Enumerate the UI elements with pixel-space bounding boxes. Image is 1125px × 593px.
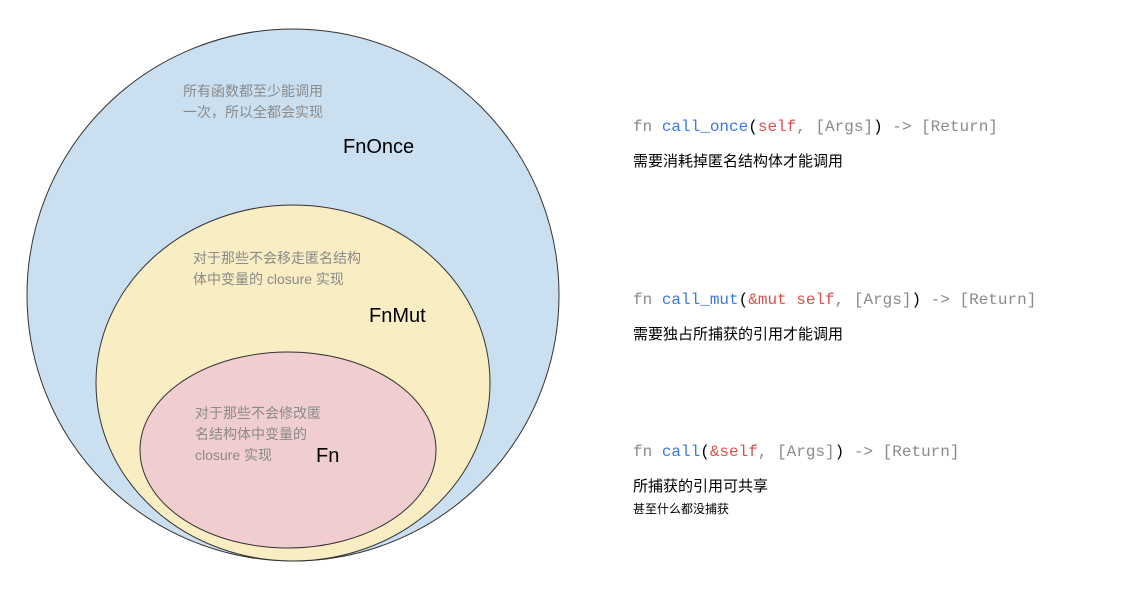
fnmut-signature-block: fn call_mut(&mut self, [Args]) -> [Retur… [633,291,1113,344]
fn-desc: 对于那些不会修改匿名结构体中变量的 closure 实现 [195,403,325,466]
fn-name: call [662,443,700,461]
fn-name: call_once [662,118,748,136]
signatures-panel: fn call_once(self, [Args]) -> [Return] 需… [633,0,1113,588]
kw: fn [633,291,662,309]
fnmut-desc: 对于那些不会移走匿名结构体中变量的 closure 实现 [193,248,368,290]
arrow: -> [921,291,959,309]
fn-sub-caption: 甚至什么都没捕获 [633,500,1113,517]
arrow: -> [883,118,921,136]
close-paren: ) [911,291,921,309]
fnonce-label: FnOnce [343,136,414,159]
return: [Return] [921,118,998,136]
fnmut-signature: fn call_mut(&mut self, [Args]) -> [Retur… [633,291,1113,309]
close-paren: ) [835,443,845,461]
fn-caption: 所捕获的引用可共享 [633,475,1113,496]
sep: , [758,443,777,461]
kw: fn [633,443,662,461]
sep: , [796,118,815,136]
self-param: &mut self [748,291,834,309]
open-paren: ( [739,291,749,309]
kw: fn [633,118,662,136]
args: [Args] [854,291,912,309]
fnonce-caption: 需要消耗掉匿名结构体才能调用 [633,150,1113,171]
fn-name: call_mut [662,291,739,309]
fn-label: Fn [316,445,339,468]
open-paren: ( [748,118,758,136]
fnonce-desc: 所有函数都至少能调用一次，所以全都会实现 [183,81,333,123]
close-paren: ) [873,118,883,136]
fnonce-signature: fn call_once(self, [Args]) -> [Return] [633,118,1113,136]
return: [Return] [959,291,1036,309]
fnmut-label: FnMut [369,305,426,328]
fn-signature: fn call(&self, [Args]) -> [Return] [633,443,1113,461]
sep: , [835,291,854,309]
self-param: self [758,118,796,136]
self-param: &self [710,443,758,461]
fnonce-signature-block: fn call_once(self, [Args]) -> [Return] 需… [633,118,1113,171]
fn-signature-block: fn call(&self, [Args]) -> [Return] 所捕获的引… [633,443,1113,517]
venn-diagram: 所有函数都至少能调用一次，所以全都会实现 FnOnce 对于那些不会移走匿名结构… [0,0,585,588]
args: [Args] [815,118,873,136]
fnmut-caption: 需要独占所捕获的引用才能调用 [633,323,1113,344]
return: [Return] [883,443,960,461]
open-paren: ( [700,443,710,461]
args: [Args] [777,443,835,461]
arrow: -> [844,443,882,461]
